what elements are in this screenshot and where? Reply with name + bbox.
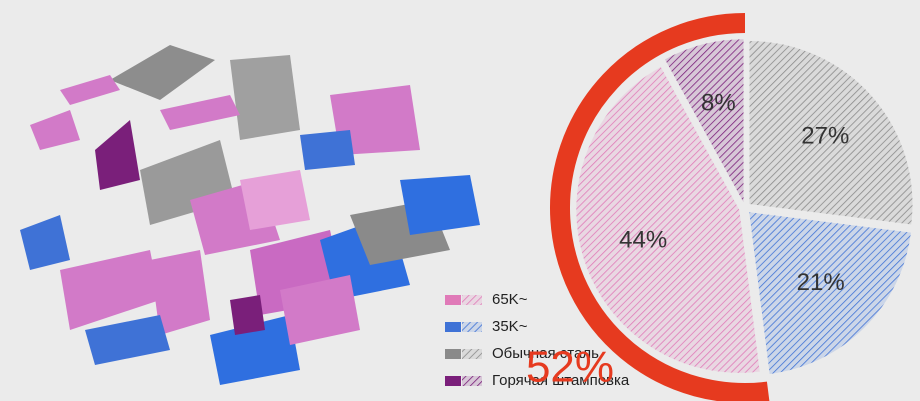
legend-hatch bbox=[462, 376, 482, 386]
legend: 65K~ 35K~ Обычная сталь Горячая штамповка bbox=[445, 291, 630, 389]
legend-label: 65K~ bbox=[492, 291, 528, 308]
legend-swatch bbox=[445, 322, 461, 332]
legend-swatch bbox=[445, 376, 461, 386]
highlight-label: 52% bbox=[526, 343, 614, 392]
highlight-arc bbox=[550, 13, 770, 401]
slice-label: 27% bbox=[801, 123, 849, 150]
car-illustration bbox=[20, 45, 480, 385]
legend-swatch bbox=[445, 295, 461, 305]
pie-slice bbox=[749, 212, 911, 374]
legend-swatch bbox=[445, 349, 461, 359]
slice-label: 21% bbox=[797, 269, 845, 296]
pie-slice bbox=[749, 41, 913, 225]
legend-label: Обычная сталь bbox=[492, 345, 599, 362]
pie-slice bbox=[664, 39, 744, 203]
slice-label: 8% bbox=[701, 90, 736, 117]
legend-hatch bbox=[462, 295, 482, 305]
slice-label: 44% bbox=[619, 226, 667, 253]
pie-slice bbox=[576, 67, 760, 373]
legend-label: Горячая штамповка bbox=[492, 372, 630, 389]
legend-label: 35K~ bbox=[492, 318, 528, 335]
legend-hatch bbox=[462, 349, 482, 359]
legend-hatch bbox=[462, 322, 482, 332]
